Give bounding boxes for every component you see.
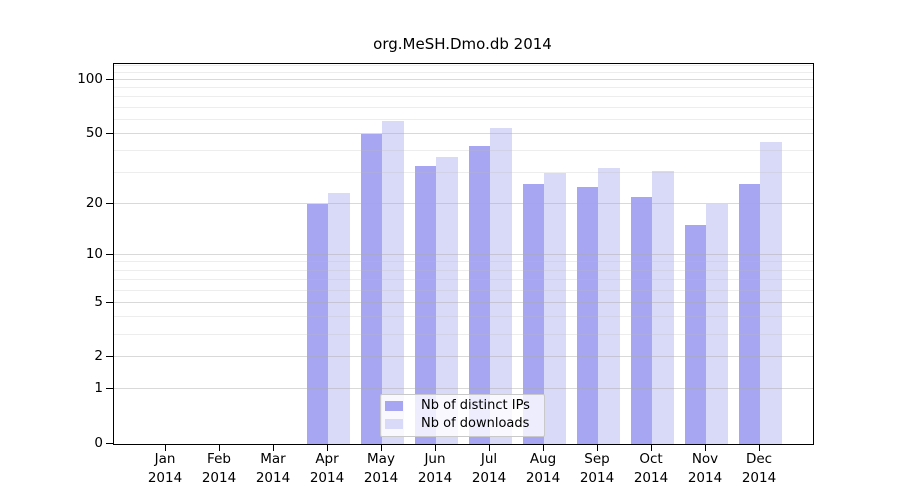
bar-nb-of-downloads-aug — [544, 173, 566, 444]
bar-nb-of-downloads-may — [382, 121, 404, 444]
gridline-minor-120 — [114, 64, 813, 66]
gridline-minor-60 — [114, 118, 813, 120]
x-tick-may — [381, 444, 382, 451]
y-tick-5 — [106, 301, 113, 303]
legend-swatch-distinct-ips — [385, 401, 403, 411]
y-tick-10 — [106, 253, 113, 255]
gridline-minor-30 — [114, 172, 813, 174]
x-tick-oct — [651, 444, 652, 451]
y-tick-2 — [106, 356, 113, 358]
y-tick-1 — [106, 388, 113, 390]
gridline-minor-110 — [114, 71, 813, 73]
x-tick-label-aug: Aug 2014 — [525, 451, 561, 486]
y-tick-label-5: 5 — [94, 293, 103, 310]
legend-swatch-downloads — [385, 419, 403, 429]
x-tick-label-feb: Feb 2014 — [201, 451, 237, 486]
y-tick-label-50: 50 — [85, 124, 103, 141]
bar-nb-of-distinct-ips-nov — [684, 225, 706, 444]
legend-item-distinct-ips: Nb of distinct IPs — [381, 397, 544, 415]
bar-nb-of-downloads-dec — [760, 142, 782, 444]
y-tick-label-2: 2 — [94, 348, 103, 365]
bar-nb-of-downloads-oct — [652, 170, 674, 444]
x-tick-feb — [219, 444, 220, 451]
y-tick-label-100: 100 — [77, 71, 103, 87]
gridline-minor-4 — [114, 316, 813, 318]
gridline-major-1 — [114, 388, 813, 390]
bar-nb-of-downloads-sep — [598, 168, 620, 444]
x-tick-label-mar: Mar 2014 — [255, 451, 291, 486]
x-tick-jan — [165, 444, 166, 451]
legend: Nb of distinct IPs Nb of downloads — [380, 394, 545, 437]
bar-nb-of-distinct-ips-jun — [414, 165, 436, 444]
y-tick-50 — [106, 132, 113, 134]
x-tick-label-apr: Apr 2014 — [309, 451, 345, 486]
bar-nb-of-downloads-nov — [706, 203, 728, 444]
y-tick-100 — [106, 79, 113, 80]
bar-nb-of-downloads-jun — [436, 157, 458, 444]
x-tick-jun — [435, 444, 436, 451]
gridline-major-50 — [114, 132, 813, 134]
gridline-minor-40 — [114, 150, 813, 152]
y-tick-label-0: 0 — [94, 435, 103, 451]
bar-nb-of-distinct-ips-oct — [630, 196, 652, 444]
bar-nb-of-distinct-ips-dec — [738, 184, 760, 444]
bar-nb-of-downloads-jul — [490, 127, 512, 444]
chart-title: org.MeSH.Dmo.db 2014 — [373, 35, 552, 53]
gridline-minor-6 — [114, 289, 813, 291]
x-tick-nov — [705, 444, 706, 451]
bar-nb-of-distinct-ips-sep — [576, 187, 598, 444]
bar-nb-of-distinct-ips-jul — [468, 145, 490, 444]
x-tick-label-oct: Oct 2014 — [633, 451, 669, 486]
gridline-major-2 — [114, 356, 813, 358]
gridline-minor-7 — [114, 279, 813, 280]
gridline-minor-90 — [114, 87, 813, 89]
y-tick-label-20: 20 — [85, 194, 103, 211]
gridline-minor-9 — [114, 261, 813, 263]
x-tick-label-may: May 2014 — [363, 451, 399, 486]
bar-nb-of-distinct-ips-apr — [306, 203, 328, 444]
x-tick-label-jun: Jun 2014 — [417, 451, 453, 486]
x-tick-label-nov: Nov 2014 — [687, 451, 723, 486]
legend-label-distinct-ips: Nb of distinct IPs — [421, 398, 530, 413]
gridline-major-5 — [114, 301, 813, 303]
bar-nb-of-distinct-ips-may — [360, 133, 382, 444]
gridline-minor-3 — [114, 333, 813, 335]
y-tick-label-10: 10 — [85, 245, 103, 262]
x-tick-label-jan: Jan 2014 — [147, 451, 183, 486]
plot-area — [113, 63, 814, 445]
gridline-minor-8 — [114, 269, 813, 271]
x-tick-aug — [543, 444, 544, 451]
bar-nb-of-downloads-apr — [328, 193, 350, 444]
gridline-major-10 — [114, 253, 813, 255]
gridline-minor-70 — [114, 106, 813, 108]
x-tick-mar — [273, 444, 274, 451]
x-tick-sep — [597, 444, 598, 451]
y-tick-0 — [106, 443, 113, 444]
x-tick-label-sep: Sep 2014 — [579, 451, 615, 486]
legend-item-downloads: Nb of downloads — [381, 415, 544, 433]
y-tick-label-1: 1 — [94, 380, 103, 397]
bar-nb-of-distinct-ips-aug — [522, 184, 544, 444]
gridline-major-20 — [114, 202, 813, 204]
gridline-minor-80 — [114, 96, 813, 98]
x-tick-dec — [759, 444, 760, 451]
gridline-major-100 — [114, 79, 813, 80]
x-tick-apr — [327, 444, 328, 451]
legend-label-downloads: Nb of downloads — [421, 416, 530, 431]
x-tick-label-dec: Dec 2014 — [741, 451, 777, 486]
x-tick-label-jul: Jul 2014 — [471, 451, 507, 486]
y-tick-20 — [106, 202, 113, 204]
x-tick-jul — [489, 444, 490, 451]
